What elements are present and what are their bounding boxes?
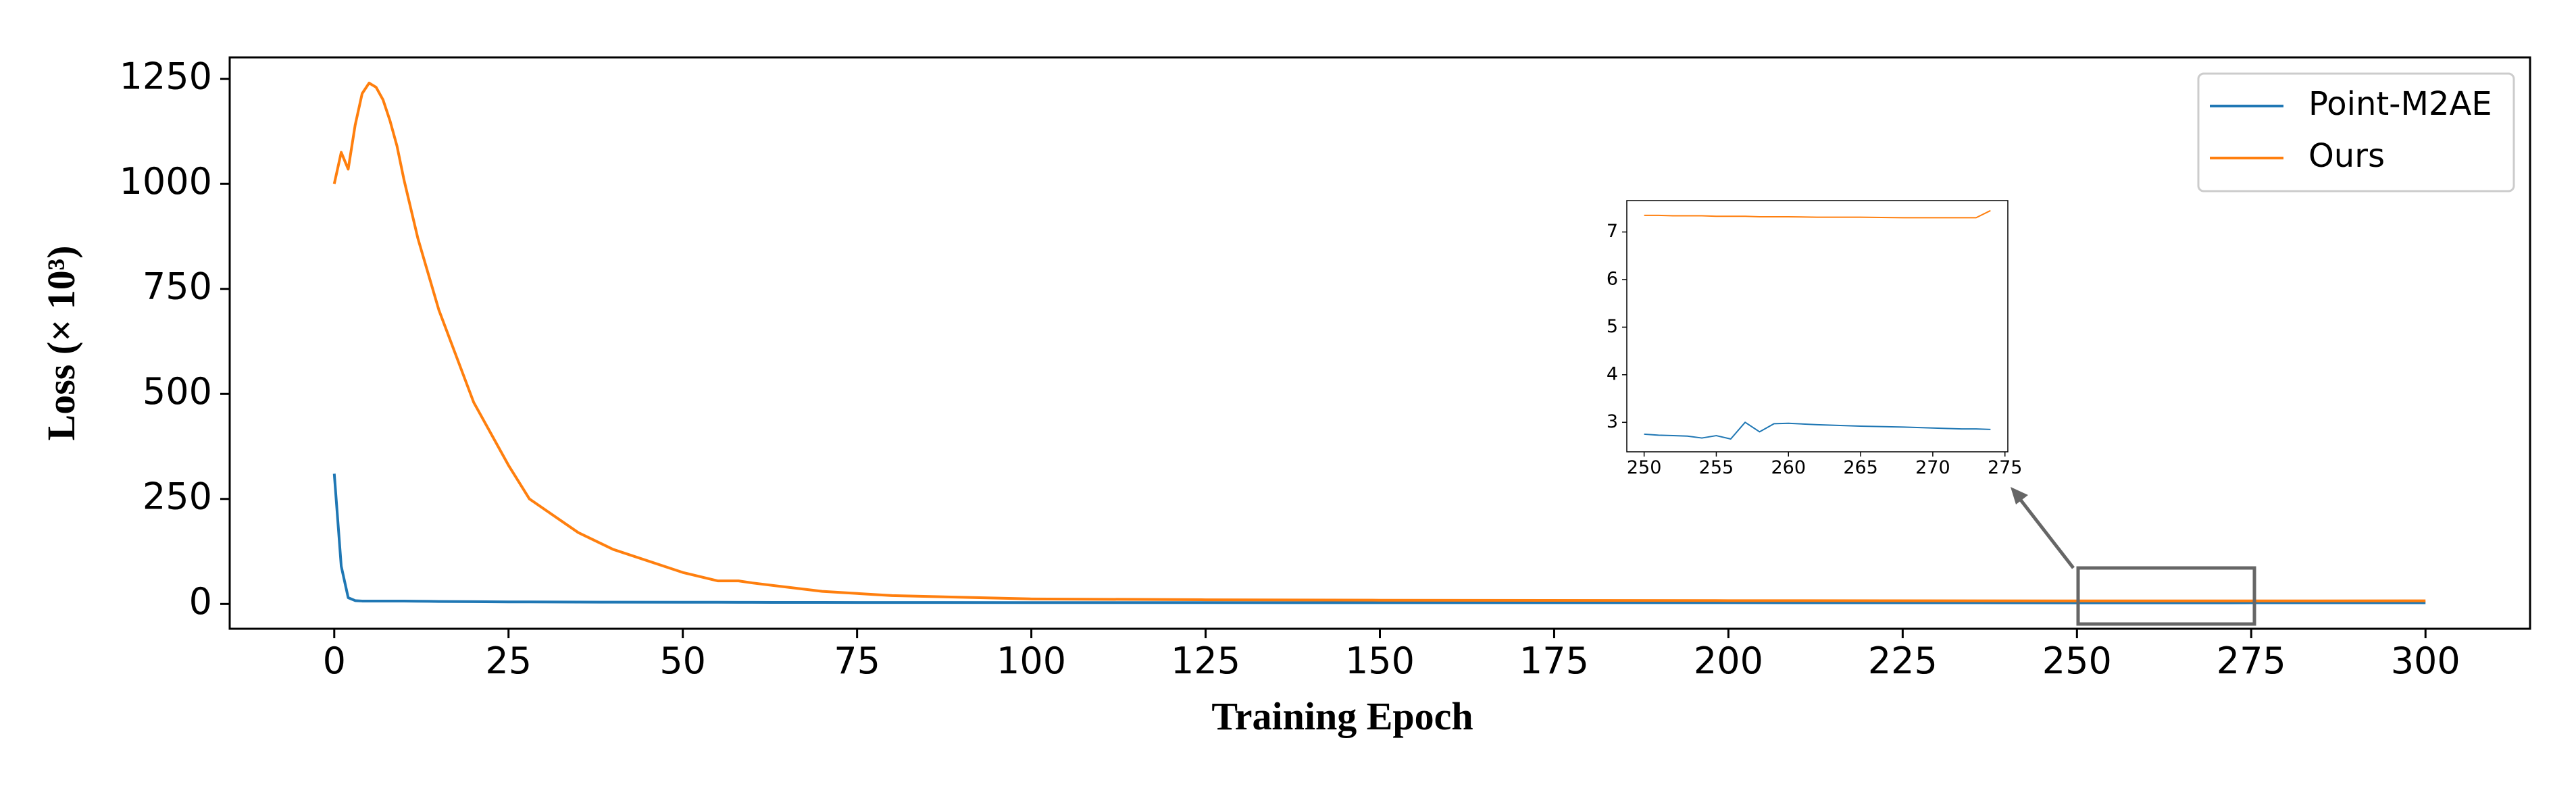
y-tick-label: 6 [1607,268,1618,289]
x-tick-label: 125 [1171,640,1240,682]
y-tick-label: 250 [143,475,212,517]
y-tick-label: 1000 [120,160,212,203]
x-tick-label: 150 [1345,640,1415,682]
plot-frame [228,56,2531,630]
x-tick-label: 275 [2217,640,2286,682]
plot-frame [1626,200,2009,452]
x-tick-label: 25 [485,640,532,682]
x-axis-label: Training Epoch [1211,694,1473,738]
series-line [1644,421,1991,440]
y-tick-label: 0 [189,580,212,623]
x-tick-label: 225 [1868,640,1938,682]
zoom-box [2076,566,2256,626]
x-tick-label: 0 [323,640,346,682]
series-line [332,473,2426,604]
legend-label: Point-M2AE [2308,85,2492,123]
y-tick-label: 3 [1607,411,1618,432]
y-tick-label: 500 [143,370,212,413]
x-tick-label: 75 [834,640,880,682]
x-tick-label: 275 [1988,457,2023,478]
series-line [1644,209,1991,219]
y-tick-label: 4 [1607,363,1618,384]
x-tick-label: 250 [1627,457,1662,478]
y-tick-label: 7 [1607,221,1618,242]
x-tick-label: 260 [1771,457,1806,478]
zoom-arrow [2019,498,2075,569]
x-tick-label: 300 [2391,640,2460,682]
x-tick-label: 200 [1694,640,1763,682]
x-tick-label: 255 [1699,457,1734,478]
y-axis-label: Loss (× 10³) [39,246,83,441]
y-tick-label: 5 [1607,316,1618,337]
series-line [332,81,2426,602]
x-tick-label: 175 [1519,640,1589,682]
x-tick-label: 50 [659,640,706,682]
x-tick-label: 265 [1843,457,1878,478]
x-tick-label: 250 [2042,640,2112,682]
zoom-arrow-head [2011,487,2028,504]
x-tick-label: 270 [1915,457,1950,478]
legend-label: Ours [2308,137,2385,175]
x-tick-label: 100 [996,640,1066,682]
y-tick-label: 750 [143,265,212,307]
legend-box [2197,72,2515,192]
y-tick-label: 1250 [120,55,212,97]
